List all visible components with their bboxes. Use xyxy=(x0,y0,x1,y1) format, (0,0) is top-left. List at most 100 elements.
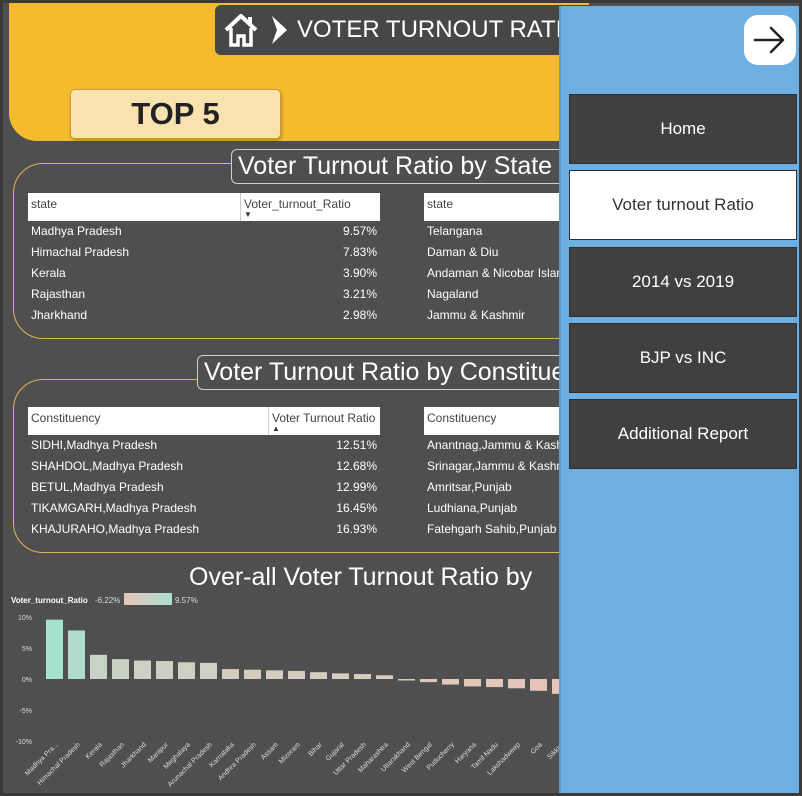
table-row[interactable]: Ludhiana,Punjab xyxy=(427,501,584,522)
x-tick-label: Himachal Pradesh xyxy=(37,741,82,786)
table-row[interactable]: KHAJURAHO,Madhya Pradesh 16.93% xyxy=(31,522,377,543)
table-row[interactable]: Fatehgarh Sahib,Punjab xyxy=(427,522,584,543)
x-tick-label: Goa xyxy=(530,741,544,755)
row-name: Anantnag,Jammu & Kashmir xyxy=(427,438,580,452)
table-row[interactable]: Amritsar,Punjab xyxy=(427,480,584,501)
constituency-panel-title: Voter Turnout Ratio by Constituency xyxy=(197,355,572,390)
nav-2014-vs-2019-button[interactable]: 2014 vs 2019 xyxy=(569,247,797,317)
row-name: Srinagar,Jammu & Kashmir xyxy=(427,459,574,473)
bar xyxy=(266,670,283,679)
x-tick-label: Bihar xyxy=(307,741,324,758)
table-row[interactable]: Jharkhand 2.98% xyxy=(31,308,377,329)
row-value: 3.21% xyxy=(342,287,377,301)
bar xyxy=(46,619,63,679)
legend-max: 9.57% xyxy=(175,596,198,605)
bar xyxy=(420,679,437,683)
row-value: 16.45% xyxy=(336,501,377,515)
row-name: Fatehgarh Sahib,Punjab xyxy=(427,522,557,536)
row-name: SHAHDOL,Madhya Pradesh xyxy=(31,459,184,473)
column-header-state[interactable]: state xyxy=(427,197,454,211)
row-name: TIKAMGARH,Madhya Pradesh xyxy=(31,501,197,515)
row-name: Nagaland xyxy=(427,287,479,301)
bar xyxy=(178,662,195,679)
column-header-constituency[interactable]: Constituency xyxy=(28,407,269,435)
table-row[interactable]: SIDHI,Madhya Pradesh 12.51% xyxy=(31,438,377,459)
row-value: 9.57% xyxy=(342,224,377,238)
bar xyxy=(376,675,393,679)
top5-label: TOP 5 xyxy=(70,89,281,139)
sort-desc-icon: ▼ xyxy=(244,210,252,219)
table-row[interactable]: SHAHDOL,Madhya Pradesh 12.68% xyxy=(31,459,377,480)
row-value: 12.99% xyxy=(336,480,377,494)
table-row[interactable]: Kerala 3.90% xyxy=(31,266,377,287)
bar xyxy=(508,679,525,689)
y-tick-label: 0% xyxy=(22,677,32,684)
column-header-state[interactable]: state xyxy=(28,193,241,221)
collapse-button[interactable] xyxy=(744,15,796,65)
table-row[interactable]: Telangana xyxy=(427,224,584,245)
legend-gradient xyxy=(124,593,172,605)
table-row[interactable]: Andaman & Nicobar Islan xyxy=(427,266,584,287)
bar xyxy=(288,670,305,679)
x-tick-label: Arunachal Pradesh xyxy=(167,741,214,788)
table-header: state Voter_turnout_Ratio ▼ xyxy=(28,193,380,221)
table-row[interactable]: Srinagar,Jammu & Kashmir xyxy=(427,459,584,480)
table-row[interactable]: Jammu & Kashmir xyxy=(427,308,584,329)
x-tick-label: Kerala xyxy=(85,741,104,760)
row-name: BETUL,Madhya Pradesh xyxy=(31,480,164,494)
column-header-constituency[interactable]: Constituency xyxy=(427,411,497,425)
bar xyxy=(112,659,129,679)
row-name: Amritsar,Punjab xyxy=(427,480,512,494)
table-header: Constituency Voter Turnout Ratio ▲ xyxy=(28,407,380,435)
row-name: Rajasthan xyxy=(31,287,86,301)
bar xyxy=(332,673,349,679)
bar xyxy=(530,679,547,691)
row-value: 7.83% xyxy=(342,245,377,259)
sort-asc-icon: ▲ xyxy=(272,424,280,433)
title-bar: VOTER TURNOUT RATIO xyxy=(215,5,595,55)
home-icon[interactable] xyxy=(223,12,259,48)
row-name: Telangana xyxy=(427,224,483,238)
table-row[interactable]: Anantnag,Jammu & Kashmir xyxy=(427,438,584,459)
row-value: 16.93% xyxy=(336,522,377,536)
table-header: Constituency xyxy=(424,407,584,435)
x-tick-label: Mizoram xyxy=(278,741,302,765)
row-name: Himachal Pradesh xyxy=(31,245,130,259)
y-tick-label: -10% xyxy=(16,739,32,746)
row-name: SIDHI,Madhya Pradesh xyxy=(31,438,158,452)
state-panel-title: Voter Turnout Ratio by State xyxy=(231,149,571,184)
bar xyxy=(552,679,562,694)
y-tick-label: -5% xyxy=(20,708,32,715)
y-tick-label: 10% xyxy=(18,615,32,622)
bar xyxy=(90,654,107,679)
row-name: Jammu & Kashmir xyxy=(427,308,526,322)
nav-home-button[interactable]: Home xyxy=(569,94,797,164)
bar xyxy=(464,679,481,687)
x-tick-label: Andhra Pradesh xyxy=(217,741,258,782)
table-row[interactable]: Daman & Diu xyxy=(427,245,584,266)
bar xyxy=(244,669,261,679)
x-tick-label: Gujarat xyxy=(325,741,346,762)
table-row[interactable]: Nagaland xyxy=(427,287,584,308)
chevron-right-icon xyxy=(272,16,287,44)
nav-bjp-vs-inc-button[interactable]: BJP vs INC xyxy=(569,323,797,393)
state-panel xyxy=(13,163,593,339)
nav-additional-report-button[interactable]: Additional Report xyxy=(569,399,797,469)
legend-min: -6.22% xyxy=(95,596,120,605)
chart-title: Over-all Voter Turnout Ratio by xyxy=(189,563,533,591)
column-header-ratio[interactable]: Voter_turnout_Ratio ▼ xyxy=(244,197,351,219)
column-header-turnout[interactable]: Voter Turnout Ratio ▲ xyxy=(272,411,376,433)
y-tick-label: 5% xyxy=(22,646,32,653)
row-name: Andaman & Nicobar Islan xyxy=(427,266,564,280)
bar xyxy=(156,661,173,679)
bar xyxy=(486,679,503,688)
table-row[interactable]: Himachal Pradesh 7.83% xyxy=(31,245,377,266)
row-value: 12.51% xyxy=(336,438,377,452)
table-row[interactable]: Rajasthan 3.21% xyxy=(31,287,377,308)
table-row[interactable]: Madhya Pradesh 9.57% xyxy=(31,224,377,245)
arrow-right-icon xyxy=(753,26,785,54)
nav-voter-turnout-button[interactable]: Voter turnout Ratio xyxy=(569,170,797,240)
bar xyxy=(354,674,371,679)
table-row[interactable]: BETUL,Madhya Pradesh 12.99% xyxy=(31,480,377,501)
table-row[interactable]: TIKAMGARH,Madhya Pradesh 16.45% xyxy=(31,501,377,522)
